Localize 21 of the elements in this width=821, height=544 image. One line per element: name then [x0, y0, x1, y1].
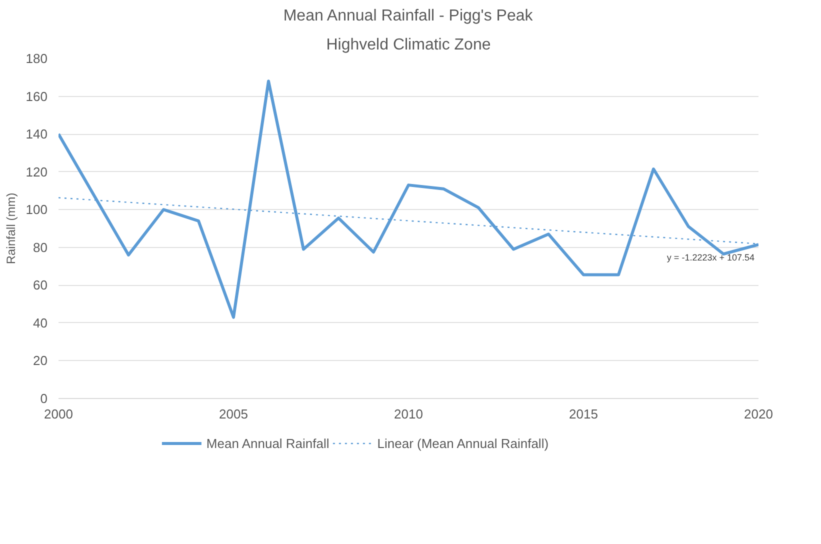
y-tick-label: 20 [33, 353, 48, 368]
legend-label: Mean Annual Rainfall [206, 436, 330, 450]
y-tick-label: 60 [33, 278, 48, 293]
x-tick-label: 2015 [569, 406, 598, 422]
annotation: y = -1.2223x + 107.54 [666, 252, 755, 262]
y-tick-label: 180 [26, 51, 48, 66]
y-tick-label: 160 [26, 88, 48, 104]
y-axis-title: Rainfall (mm) [4, 192, 18, 264]
y-tick-label: 100 [26, 202, 48, 218]
x-tick-label: 2010 [394, 406, 423, 422]
y-tick-label: 120 [26, 164, 48, 180]
y-tick-label: 140 [26, 126, 48, 142]
y-tick-label: 40 [33, 315, 48, 330]
y-tick-label: 80 [33, 240, 48, 255]
y-tick-label: 0 [40, 391, 48, 406]
x-tick-label: 2000 [44, 406, 73, 422]
chart-title: Mean Annual Rainfall - Pigg's Peak [283, 8, 534, 24]
x-tick-label: 2005 [219, 406, 248, 422]
x-tick-label: 2020 [744, 406, 773, 422]
chart-subtitle: Highveld Climatic Zone [326, 36, 491, 54]
legend-label: Linear (Mean Annual Rainfall) [377, 436, 549, 450]
